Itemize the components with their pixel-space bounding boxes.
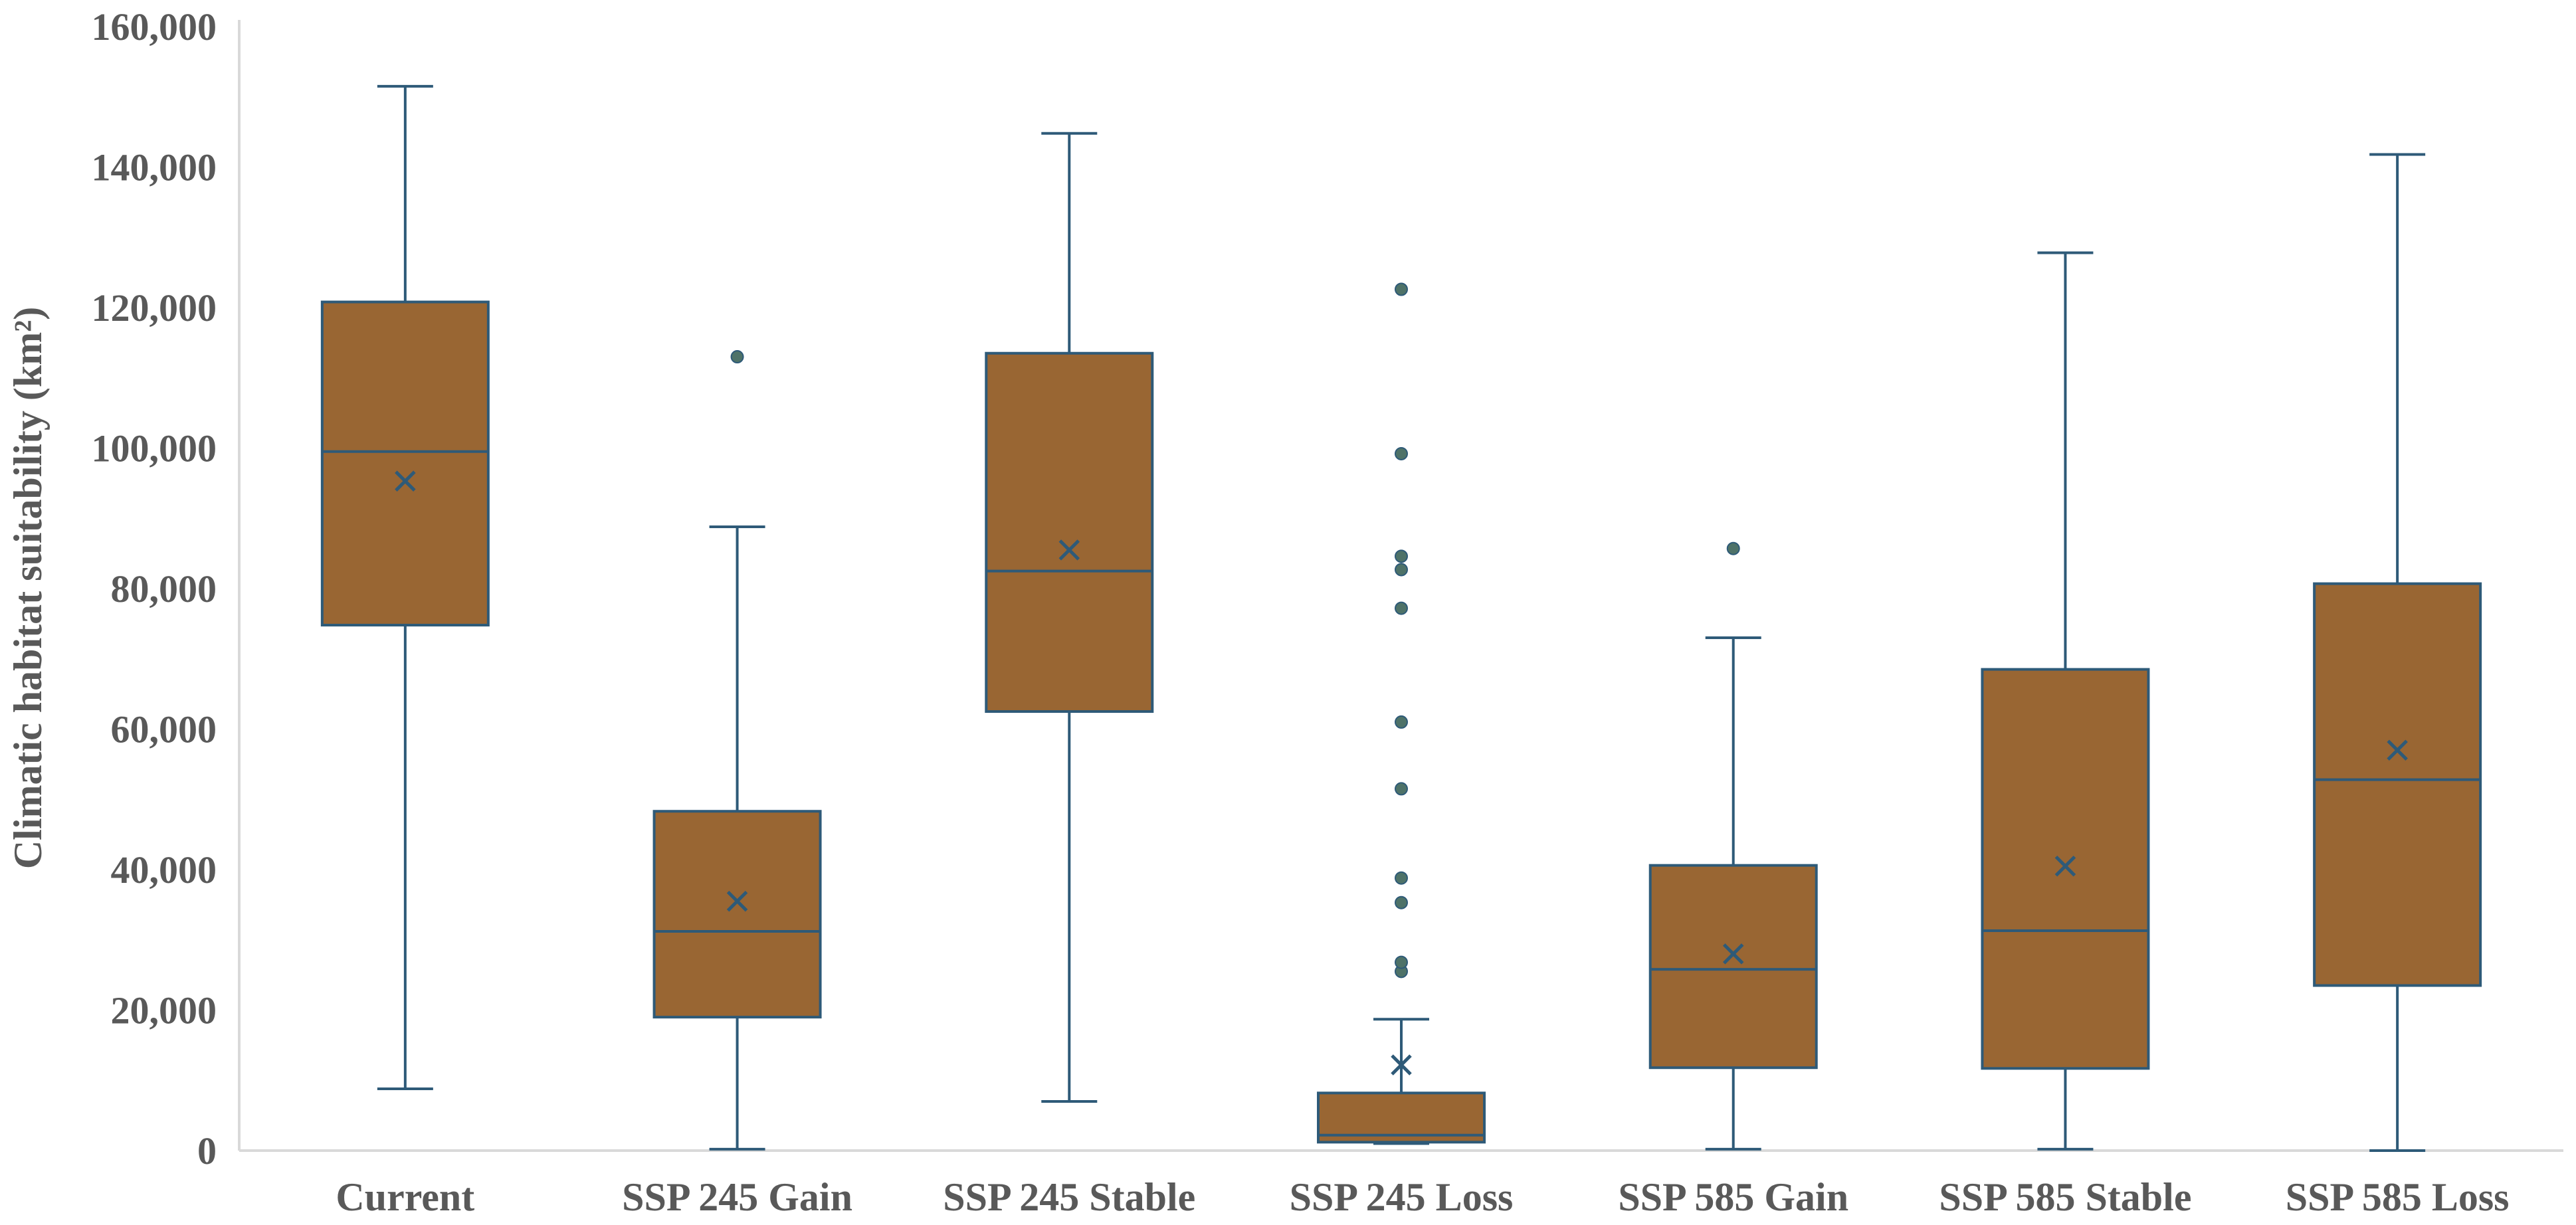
outlier-point	[1395, 601, 1408, 615]
mean-marker	[726, 890, 748, 912]
outlier-point	[1726, 541, 1740, 555]
boxes	[320, 84, 2482, 1152]
y-tick-label: 80,000	[111, 567, 217, 611]
outlier-point	[1395, 446, 1408, 460]
y-tick-labels: 0 20,000 40,000 60,000 80,000 100,000 120,000 1…	[92, 5, 217, 1173]
iqr-box	[1981, 668, 2150, 1070]
mean-marker-stroke	[1058, 539, 1080, 561]
box-group	[985, 132, 1154, 1103]
outlier-point	[1395, 563, 1408, 577]
mean-marker	[1391, 1054, 1412, 1076]
outlier-point	[730, 350, 744, 364]
box-group	[1981, 251, 2150, 1151]
mean-marker-stroke	[1722, 943, 1744, 965]
iqr-box	[2313, 582, 2482, 987]
mean-marker	[1058, 539, 1080, 561]
y-tick-label: 160,000	[92, 5, 217, 48]
box-group	[2313, 153, 2482, 1152]
mean-marker	[395, 470, 416, 492]
mean-marker-stroke	[1391, 1054, 1412, 1076]
outlier-point	[1395, 282, 1408, 296]
box-group	[1648, 541, 1818, 1151]
iqr-box	[1648, 864, 1818, 1070]
outlier-point	[1395, 871, 1408, 885]
iqr-box	[985, 351, 1154, 713]
outlier-point	[1395, 715, 1408, 729]
mean-marker-stroke	[2054, 855, 2076, 877]
y-tick-label: 40,000	[111, 848, 217, 892]
mean-marker	[2387, 739, 2408, 761]
outlier-point	[1395, 895, 1408, 909]
category-label: SSP 585 Gain	[1618, 1175, 1848, 1219]
category-label: SSP 245 Gain	[622, 1175, 852, 1219]
y-axis-title: Climatic habitat suitability (km²)	[6, 307, 50, 869]
outlier-point	[1395, 549, 1408, 563]
mean-marker	[2054, 855, 2076, 877]
y-tick-label: 0	[197, 1129, 217, 1173]
category-label: SSP 585 Stable	[1939, 1175, 2191, 1219]
category-label: SSP 245 Loss	[1290, 1175, 1514, 1219]
mean-marker-stroke	[2387, 739, 2408, 761]
axes	[238, 20, 2563, 1152]
iqr-box	[652, 810, 822, 1019]
iqr-box	[320, 300, 490, 626]
y-tick-label: 20,000	[111, 989, 217, 1032]
y-tick-label: 120,000	[92, 286, 217, 330]
mean-marker-stroke	[395, 470, 416, 492]
category-label: Current	[336, 1175, 474, 1219]
box-group	[1317, 282, 1486, 1145]
mean-marker	[1722, 943, 1744, 965]
outlier-point	[1395, 782, 1408, 796]
mean-marker-stroke	[726, 890, 748, 912]
box-group	[320, 84, 490, 1090]
box-group	[652, 350, 822, 1151]
category-label: SSP 585 Loss	[2286, 1175, 2510, 1219]
y-tick-label: 100,000	[92, 427, 217, 470]
category-label: SSP 245 Stable	[943, 1175, 1195, 1219]
category-labels: Current SSP 245 Gain SSP 245 Stable SSP 245…	[336, 1175, 2509, 1219]
y-tick-label: 140,000	[92, 146, 217, 189]
y-tick-label: 60,000	[111, 708, 217, 751]
outlier-point	[1395, 955, 1408, 969]
